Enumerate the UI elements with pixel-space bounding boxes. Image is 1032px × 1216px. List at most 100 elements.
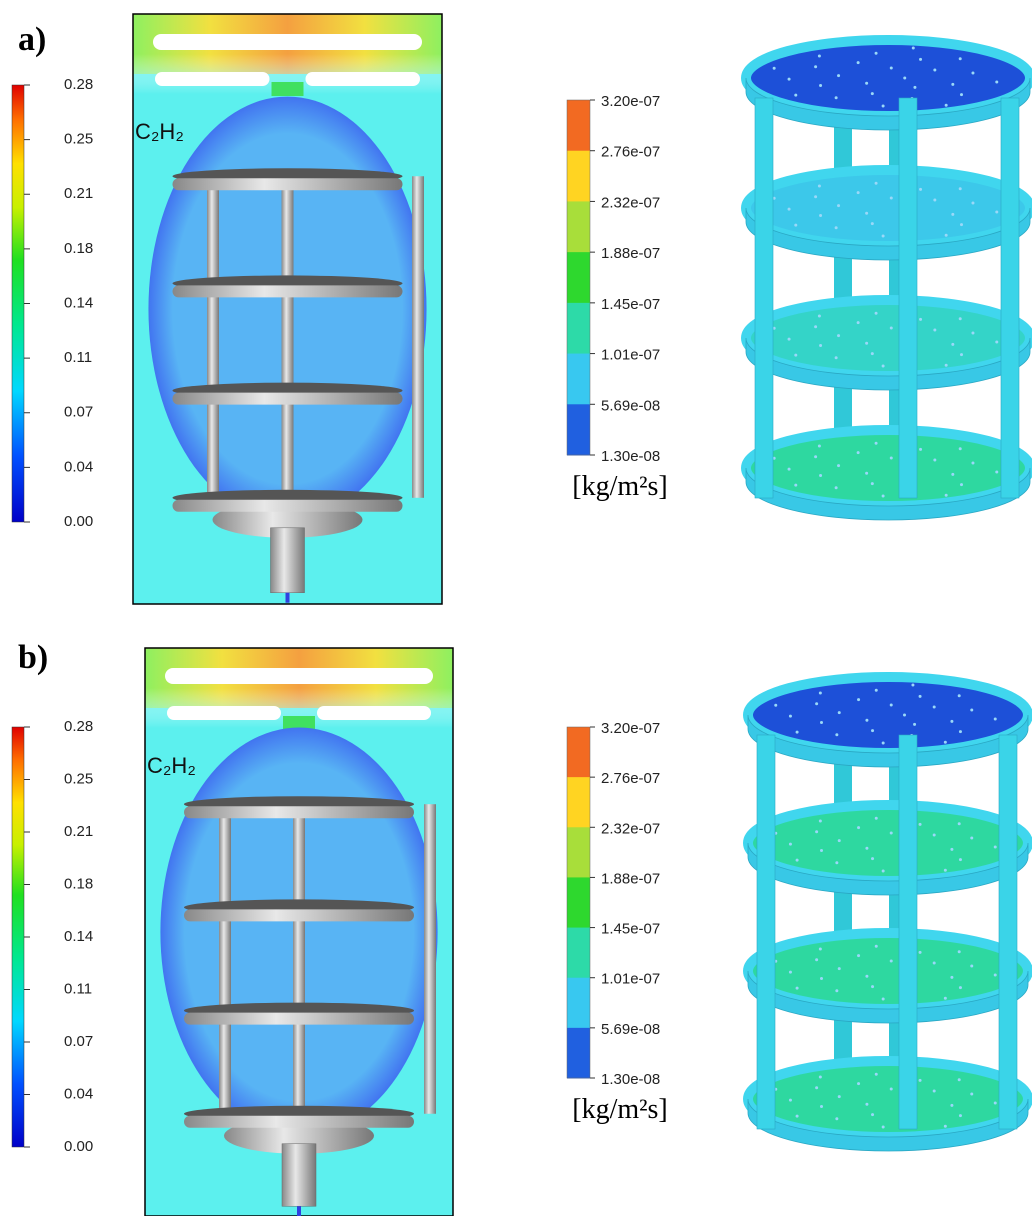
disk-rim [173, 178, 403, 190]
hole [919, 58, 922, 61]
hole [819, 819, 822, 822]
hole [933, 706, 936, 709]
hole [882, 494, 885, 497]
hole [835, 989, 838, 992]
unit-label: [kg/m²s] [572, 1094, 668, 1125]
column [1001, 98, 1019, 498]
hole [882, 1125, 885, 1128]
panel-label: a) [18, 21, 46, 58]
shaft [271, 528, 305, 593]
hole [971, 72, 974, 75]
hole [959, 57, 962, 60]
inlet-bar [167, 706, 281, 720]
hole [919, 823, 922, 826]
hole [857, 321, 860, 324]
column-back [834, 715, 852, 1099]
hole [838, 839, 841, 842]
hole [835, 861, 838, 864]
hole [959, 858, 962, 861]
hole [857, 1082, 860, 1085]
disk-rim [173, 285, 403, 297]
hole [773, 67, 776, 70]
hole [865, 472, 868, 475]
hole [995, 470, 998, 473]
column [755, 98, 773, 498]
hole [919, 951, 922, 954]
hole [865, 719, 868, 722]
tick-label: 0.14 [64, 928, 93, 945]
column [899, 98, 917, 498]
hole [857, 826, 860, 829]
hole [950, 848, 953, 851]
colorbar [12, 727, 24, 1147]
hole [788, 338, 791, 341]
hole [865, 847, 868, 850]
colorbar-band [567, 877, 590, 928]
hole [970, 1093, 973, 1096]
hole [796, 859, 799, 862]
hole [933, 459, 936, 462]
hole [871, 222, 874, 225]
tick-label: 3.20e-07 [601, 720, 660, 737]
tick-label: 0.28 [64, 718, 93, 735]
tick-label: 5.69e-08 [601, 1021, 660, 1038]
hole [835, 486, 838, 489]
inlet-bar [317, 706, 431, 720]
species-label: C₂H₂ [147, 753, 196, 778]
tick-label: 2.76e-07 [601, 144, 660, 161]
hole [890, 197, 893, 200]
hole [835, 733, 838, 736]
hole [789, 971, 792, 974]
hole [871, 92, 874, 95]
hole [995, 340, 998, 343]
hole [871, 1113, 874, 1116]
hole [882, 741, 885, 744]
page: {"panels": [ {"label": "a)", "species": … [0, 0, 1032, 1216]
colorbar [12, 85, 24, 522]
hole [945, 364, 948, 367]
hole [815, 958, 818, 961]
hole [959, 1114, 962, 1117]
hole [970, 837, 973, 840]
hole [933, 834, 936, 837]
hole [794, 484, 797, 487]
hole [944, 1125, 947, 1128]
hole [933, 199, 936, 202]
tick-label: 1.01e-07 [601, 347, 660, 364]
tick-label: 3.20e-07 [601, 93, 660, 110]
column-back [834, 78, 852, 468]
hole [945, 234, 948, 237]
hole [933, 329, 936, 332]
inlet-jet [272, 82, 304, 96]
hole [959, 187, 962, 190]
tick-label: 0.00 [64, 513, 93, 530]
hole [960, 353, 963, 356]
colorbar-band [567, 404, 590, 455]
hole [951, 343, 954, 346]
hole [959, 986, 962, 989]
tick-label: 0.25 [64, 770, 93, 787]
colorbar-band [567, 151, 590, 202]
hole [815, 1086, 818, 1089]
hole [789, 1099, 792, 1102]
rod [412, 176, 424, 498]
hole [819, 1075, 822, 1078]
hole [835, 96, 838, 99]
disk-rim [184, 1013, 414, 1025]
hole [994, 845, 997, 848]
colorbar-band [567, 777, 590, 828]
hole [818, 314, 821, 317]
hole [819, 214, 822, 217]
hole [919, 188, 922, 191]
shaft-tip [297, 1206, 301, 1216]
hole [875, 689, 878, 692]
hole [945, 104, 948, 107]
hole [837, 334, 840, 337]
disk-rim [184, 909, 414, 921]
hole [796, 731, 799, 734]
hole [794, 224, 797, 227]
tick-label: 0.25 [64, 131, 93, 148]
tick-label: 0.07 [64, 404, 93, 421]
inlet-bar [155, 72, 270, 86]
hole [796, 1115, 799, 1118]
